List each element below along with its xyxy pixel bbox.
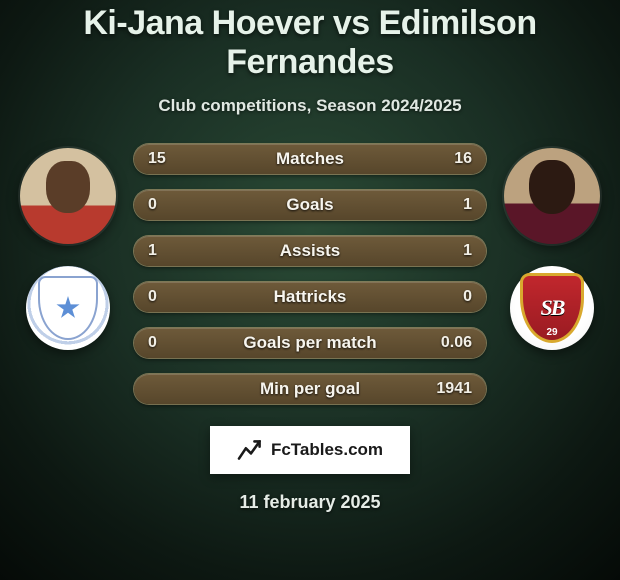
stat-row: 1 Assists 1 <box>134 236 486 266</box>
stat-label: Matches <box>276 149 344 169</box>
stat-value-right: 0.06 <box>436 334 472 352</box>
stat-row: 0 Hattricks 0 <box>134 282 486 312</box>
crest-right-text: SB <box>541 295 564 321</box>
stat-value-right: 1 <box>436 196 472 214</box>
stat-label: Goals per match <box>243 333 376 353</box>
stat-value-left: 0 <box>148 334 184 352</box>
comparison-body: 15 Matches 16 0 Goals 1 1 Assists 1 0 Ha… <box>0 144 620 404</box>
stat-value-left: 0 <box>148 196 184 214</box>
comparison-title: Ki-Jana Hoever vs Edimilson Fernandes <box>0 4 620 82</box>
chart-icon <box>237 438 265 462</box>
stat-row: Min per goal 1941 <box>134 374 486 404</box>
stats-list: 15 Matches 16 0 Goals 1 1 Assists 1 0 Ha… <box>134 144 486 404</box>
stat-value-right: 1941 <box>436 380 472 398</box>
stat-value-right: 1 <box>436 242 472 260</box>
crest-right-year: 29 <box>546 327 557 338</box>
source-logo-text: FcTables.com <box>271 440 383 460</box>
stat-row: 15 Matches 16 <box>134 144 486 174</box>
player2-club-crest: SB 29 <box>510 266 594 350</box>
stat-row: 0 Goals 1 <box>134 190 486 220</box>
stat-label: Goals <box>286 195 333 215</box>
stat-value-right: 0 <box>436 288 472 306</box>
infographic-date: 11 february 2025 <box>0 492 620 513</box>
player1-club-crest <box>26 266 110 350</box>
player1-avatar <box>20 148 116 244</box>
left-column <box>16 144 120 350</box>
right-column: SB 29 <box>500 144 604 350</box>
stat-label: Assists <box>280 241 340 261</box>
stat-value-left: 1 <box>148 242 184 260</box>
season-subtitle: Club competitions, Season 2024/2025 <box>0 96 620 116</box>
stat-value-right: 16 <box>436 150 472 168</box>
stat-row: 0 Goals per match 0.06 <box>134 328 486 358</box>
source-logo: FcTables.com <box>210 426 410 474</box>
stat-label: Hattricks <box>274 287 347 307</box>
stat-value-left: 0 <box>148 288 184 306</box>
stat-value-left: 15 <box>148 150 184 168</box>
player2-avatar <box>504 148 600 244</box>
stat-label: Min per goal <box>260 379 360 399</box>
